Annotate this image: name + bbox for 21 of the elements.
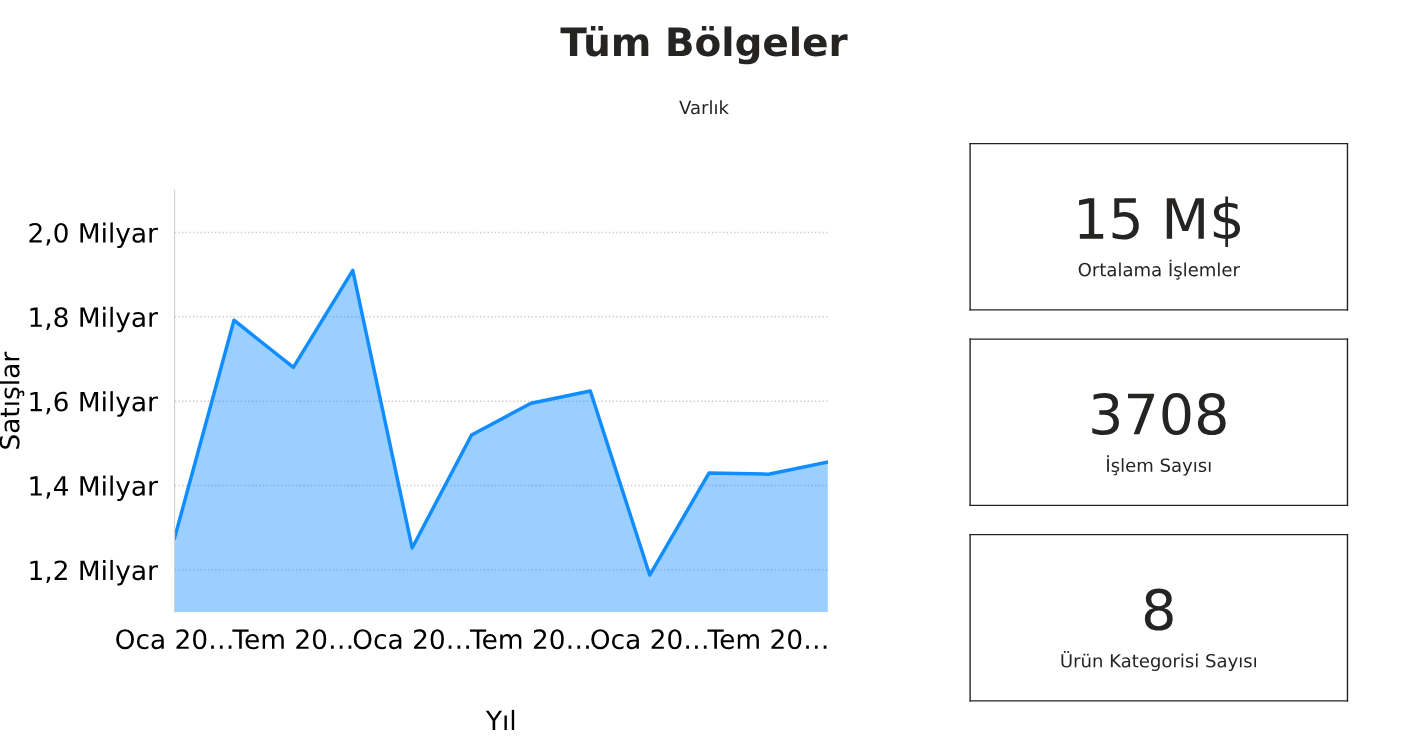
chart-title: Tüm Bölgeler — [560, 25, 848, 65]
y-axis-title: Satışlar — [0, 351, 25, 449]
x-tick-label: Oca 20… — [116, 629, 232, 650]
x-tick-label: Oca 20… — [591, 629, 707, 650]
y-tick-label: 1,4 Milyar — [30, 475, 158, 502]
text: Ortalama İşlemler — [1078, 259, 1240, 280]
y-tick-label: 2,0 Milyar — [29, 222, 158, 248]
x-tick-label: Oca 20… — [353, 629, 470, 650]
text: Ürün Kategorisi Sayısı — [1061, 650, 1256, 672]
x-axis-title: Yıl — [485, 709, 515, 730]
y-tick-label: 1,6 Milyar — [30, 391, 158, 417]
chart-subtitle: Varlık — [679, 100, 729, 115]
x-tick-label: Tem 20… — [469, 629, 589, 650]
x-tick-label: Tem 20… — [707, 629, 827, 650]
text: İşlem Sayısı — [1107, 455, 1211, 476]
text: 15 M$ — [1079, 196, 1240, 247]
text: 8 — [1144, 588, 1173, 631]
y-tick-label: 1,2 Milyar — [30, 559, 158, 586]
text: 3708 — [1092, 393, 1226, 436]
x-tick-label: Tem 20… — [232, 629, 352, 650]
y-tick-label: 1,8 Milyar — [30, 306, 158, 333]
